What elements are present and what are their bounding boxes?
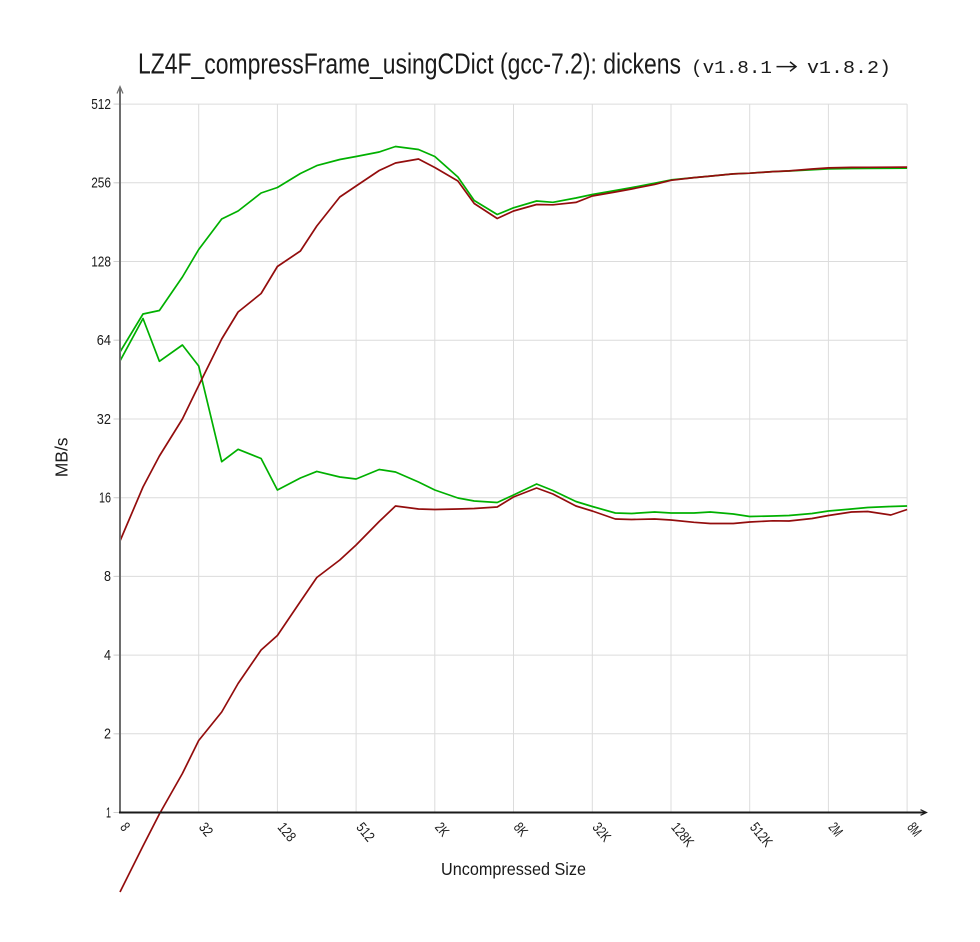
svg-text:8: 8 [104,569,111,585]
svg-text:1: 1 [106,805,111,821]
svg-text:512: 512 [91,97,111,113]
svg-text:16: 16 [99,491,111,507]
svg-text:4: 4 [104,648,111,664]
svg-text:128: 128 [91,254,111,270]
svg-text:v1.8.2): v1.8.2) [807,57,891,79]
svg-text:(v1.8.1: (v1.8.1 [691,57,772,79]
svg-text:Uncompressed Size: Uncompressed Size [441,859,586,879]
svg-text:32: 32 [97,412,111,428]
svg-text:256: 256 [91,176,111,192]
svg-text:2: 2 [104,727,111,743]
svg-text:64: 64 [97,333,111,349]
svg-text:MB/s: MB/s [52,437,72,477]
svg-text:LZ4F_compressFrame_usingCDict: LZ4F_compressFrame_usingCDict (gcc-7.2):… [138,49,681,81]
